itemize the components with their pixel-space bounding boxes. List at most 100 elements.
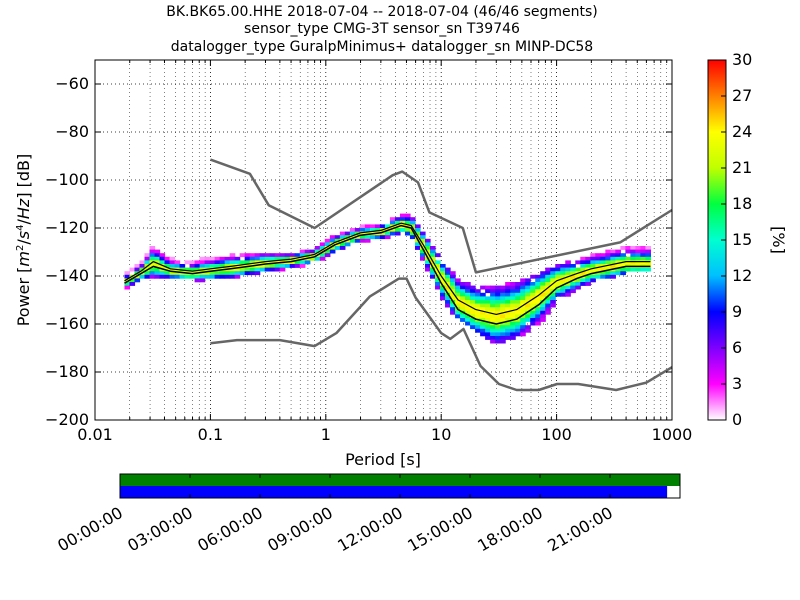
heatmap-cell [510,300,516,304]
heatmap-cell [540,307,546,312]
heatmap-cell [159,274,166,279]
heatmap-cell [214,274,221,279]
heatmap-cell [445,285,451,290]
heatmap-cell [535,292,541,297]
heatmap-cell [440,271,446,276]
heatmap-cell [500,332,506,337]
colorbar-tick-label: 0 [732,410,742,429]
heatmap-cell [565,267,571,272]
x-tick-label: 100 [541,425,572,444]
heatmap-cell [224,264,231,268]
heatmap-cell [540,296,546,301]
heatmap-cell [635,253,641,258]
heatmap-cell [610,253,616,258]
heatmap-cell [625,256,631,261]
heatmap-cell [520,292,526,297]
heatmap-cell [560,267,566,272]
heatmap-cell [580,267,586,272]
heatmap-cell [299,249,306,254]
heatmap-cell [404,217,411,222]
heatmap-cell [279,267,286,272]
heatmap-cell [445,289,451,294]
heatmap-cell [470,321,476,326]
heatmap-cell [515,314,521,319]
heatmap-cell [605,256,611,261]
heatmap-cell [645,260,652,265]
heatmap-cell [239,260,246,265]
heatmap-cell [600,267,606,272]
heatmap-cell [409,235,416,240]
heatmap-cell [369,228,376,232]
heatmap-cell [520,325,526,330]
heatmap-cell [640,260,647,265]
heatmap-cell [404,228,411,232]
heatmap-cell [319,242,326,247]
heatmap-cell [630,253,636,258]
heatmap-cell [565,292,571,297]
heatmap-cell [455,310,461,315]
heatmap-cell [605,274,611,279]
heatmap-cell [319,256,326,261]
chart-title-line3: datalogger_type GuralpMinimus+ datalogge… [171,39,593,55]
heatmap-cell [359,228,366,232]
colorbar-tick-label: 3 [732,374,742,393]
heatmap-cell [555,289,561,294]
heatmap-cell [595,274,601,279]
heatmap-cell [575,260,581,265]
heatmap-cell [349,235,356,240]
heatmap-cell [605,249,611,254]
heatmap-cell [450,274,456,279]
heatmap-cell [480,314,486,319]
heatmap-cell [259,264,266,268]
heatmap-cell [404,224,411,229]
heatmap-cell [399,220,406,225]
heatmap-cell [490,314,496,319]
heatmap-cell [520,289,526,294]
heatmap-cell [510,314,516,319]
colorbar-tick-label: 12 [732,266,752,285]
heatmap-cell [490,289,496,294]
heatmap-cell [249,260,256,265]
heatmap-cell [229,271,236,276]
heatmap-cell [580,271,586,276]
heatmap-cell [199,274,206,279]
mean-line [124,224,651,325]
heatmap-cell [500,325,506,330]
heatmap-cell [505,325,511,330]
heatmap-cell [645,253,652,258]
heatmap-cell [440,264,446,268]
heatmap-cell [284,253,291,258]
heatmap-cell [224,274,231,279]
heatmap-cell [485,336,491,340]
heatmap-cell [279,264,286,268]
plot-grid [95,60,672,420]
heatmap-cell [204,256,211,261]
heatmap-cell [510,289,516,294]
heatmap-cell [364,228,371,232]
heatmap-cell [490,296,496,301]
heatmap-cell [445,274,451,279]
heatmap-cell [404,220,411,225]
heatmap-cell [495,307,501,312]
heatmap-cell [530,300,536,304]
heatmap-cell [605,260,611,265]
heatmap-cell [349,231,356,236]
heatmap-cell [169,256,176,261]
heatmap-cell [515,318,521,322]
colorbar-tick-label: 30 [732,50,752,69]
heatmap-cell [625,249,631,254]
colorbar-tick-label: 27 [732,86,752,105]
heatmap-cell [124,278,131,283]
heatmap-cell [394,228,401,232]
heatmap-cell [615,249,621,254]
heatmap-cell [229,267,236,272]
heatmap-cell [525,328,531,333]
heatmap-cell [154,249,161,254]
heatmap-cell [540,282,546,286]
heatmap-cell [309,249,316,254]
heatmap-cell [334,246,341,250]
heatmap-cell [264,253,271,258]
heatmap-cell [500,307,506,312]
heatmap-cell [505,285,511,290]
heatmap-cell [204,274,211,279]
